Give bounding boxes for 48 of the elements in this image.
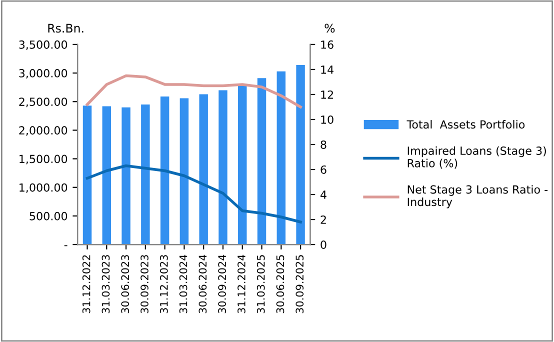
- y2-tick-label: 2: [320, 215, 326, 224]
- legend-label: Impaired Loans (Stage 3) Ratio (%): [408, 146, 546, 169]
- y-tick-label: 1,000.00: [20, 183, 68, 193]
- line-series: [86, 74, 302, 108]
- y2-axis-title: %: [324, 24, 335, 33]
- y-axis-title: Rs.Bn.: [48, 24, 84, 33]
- x-tick-label: 30.09.2024: [218, 254, 226, 314]
- y-tick-label: 1,500.00: [20, 154, 68, 164]
- y2-tick-label: 4: [320, 190, 326, 199]
- y2-tick-label: 6: [320, 165, 326, 174]
- bar: [296, 65, 305, 245]
- legend-label: Net Stage 3 Loans Ratio - Industry: [408, 185, 548, 208]
- y-tick-label: 2,500.00: [19, 98, 68, 108]
- y-tick-label: -: [64, 245, 68, 246]
- x-tick-label: 30.09.2025: [296, 255, 304, 314]
- y2-tick-label: 0: [320, 240, 326, 249]
- y-tick-label: 3,500.00: [19, 40, 68, 50]
- y2-tick-label: 12: [321, 90, 333, 99]
- x-tick-label: 31.12.2023: [160, 255, 168, 314]
- bar: [238, 85, 247, 245]
- bar: [257, 78, 266, 245]
- x-tick-label: 31.03.2025: [256, 255, 265, 314]
- line-series: [86, 164, 302, 224]
- y-tick-label: 500.00: [30, 212, 68, 220]
- x-tick-label: 31.12.2022: [82, 255, 90, 314]
- y-tick-label: 3,000.00: [19, 69, 68, 79]
- x-tick-label: 30.06.2024: [198, 254, 207, 314]
- y2-tick-label: 14: [321, 66, 334, 74]
- x-tick-label: 30.06.2025: [276, 255, 284, 314]
- bar: [122, 107, 130, 245]
- x-tick-label: 31.03.2023: [102, 255, 110, 314]
- x-tick-label: 30.09.2023: [140, 255, 148, 314]
- y-tick-label: 2,000.00: [19, 126, 68, 136]
- y2-tick-label: 10: [321, 115, 334, 124]
- x-tick-label: 31.03.2024: [179, 254, 188, 314]
- bar: [141, 104, 150, 245]
- x-tick-label: 30.06.2023: [121, 255, 130, 314]
- bar: [82, 106, 92, 245]
- bar: [218, 90, 228, 245]
- bar: [180, 98, 189, 245]
- y2-tick-label: 8: [320, 140, 326, 149]
- legend-label: Total Assets Portfolio: [406, 120, 525, 129]
- bar: [276, 71, 286, 245]
- y2-tick-label: 16: [321, 40, 334, 49]
- x-tick-label: 31.12.2024: [238, 254, 246, 314]
- bar: [199, 94, 208, 245]
- bar: [102, 106, 112, 245]
- bar: [160, 96, 170, 245]
